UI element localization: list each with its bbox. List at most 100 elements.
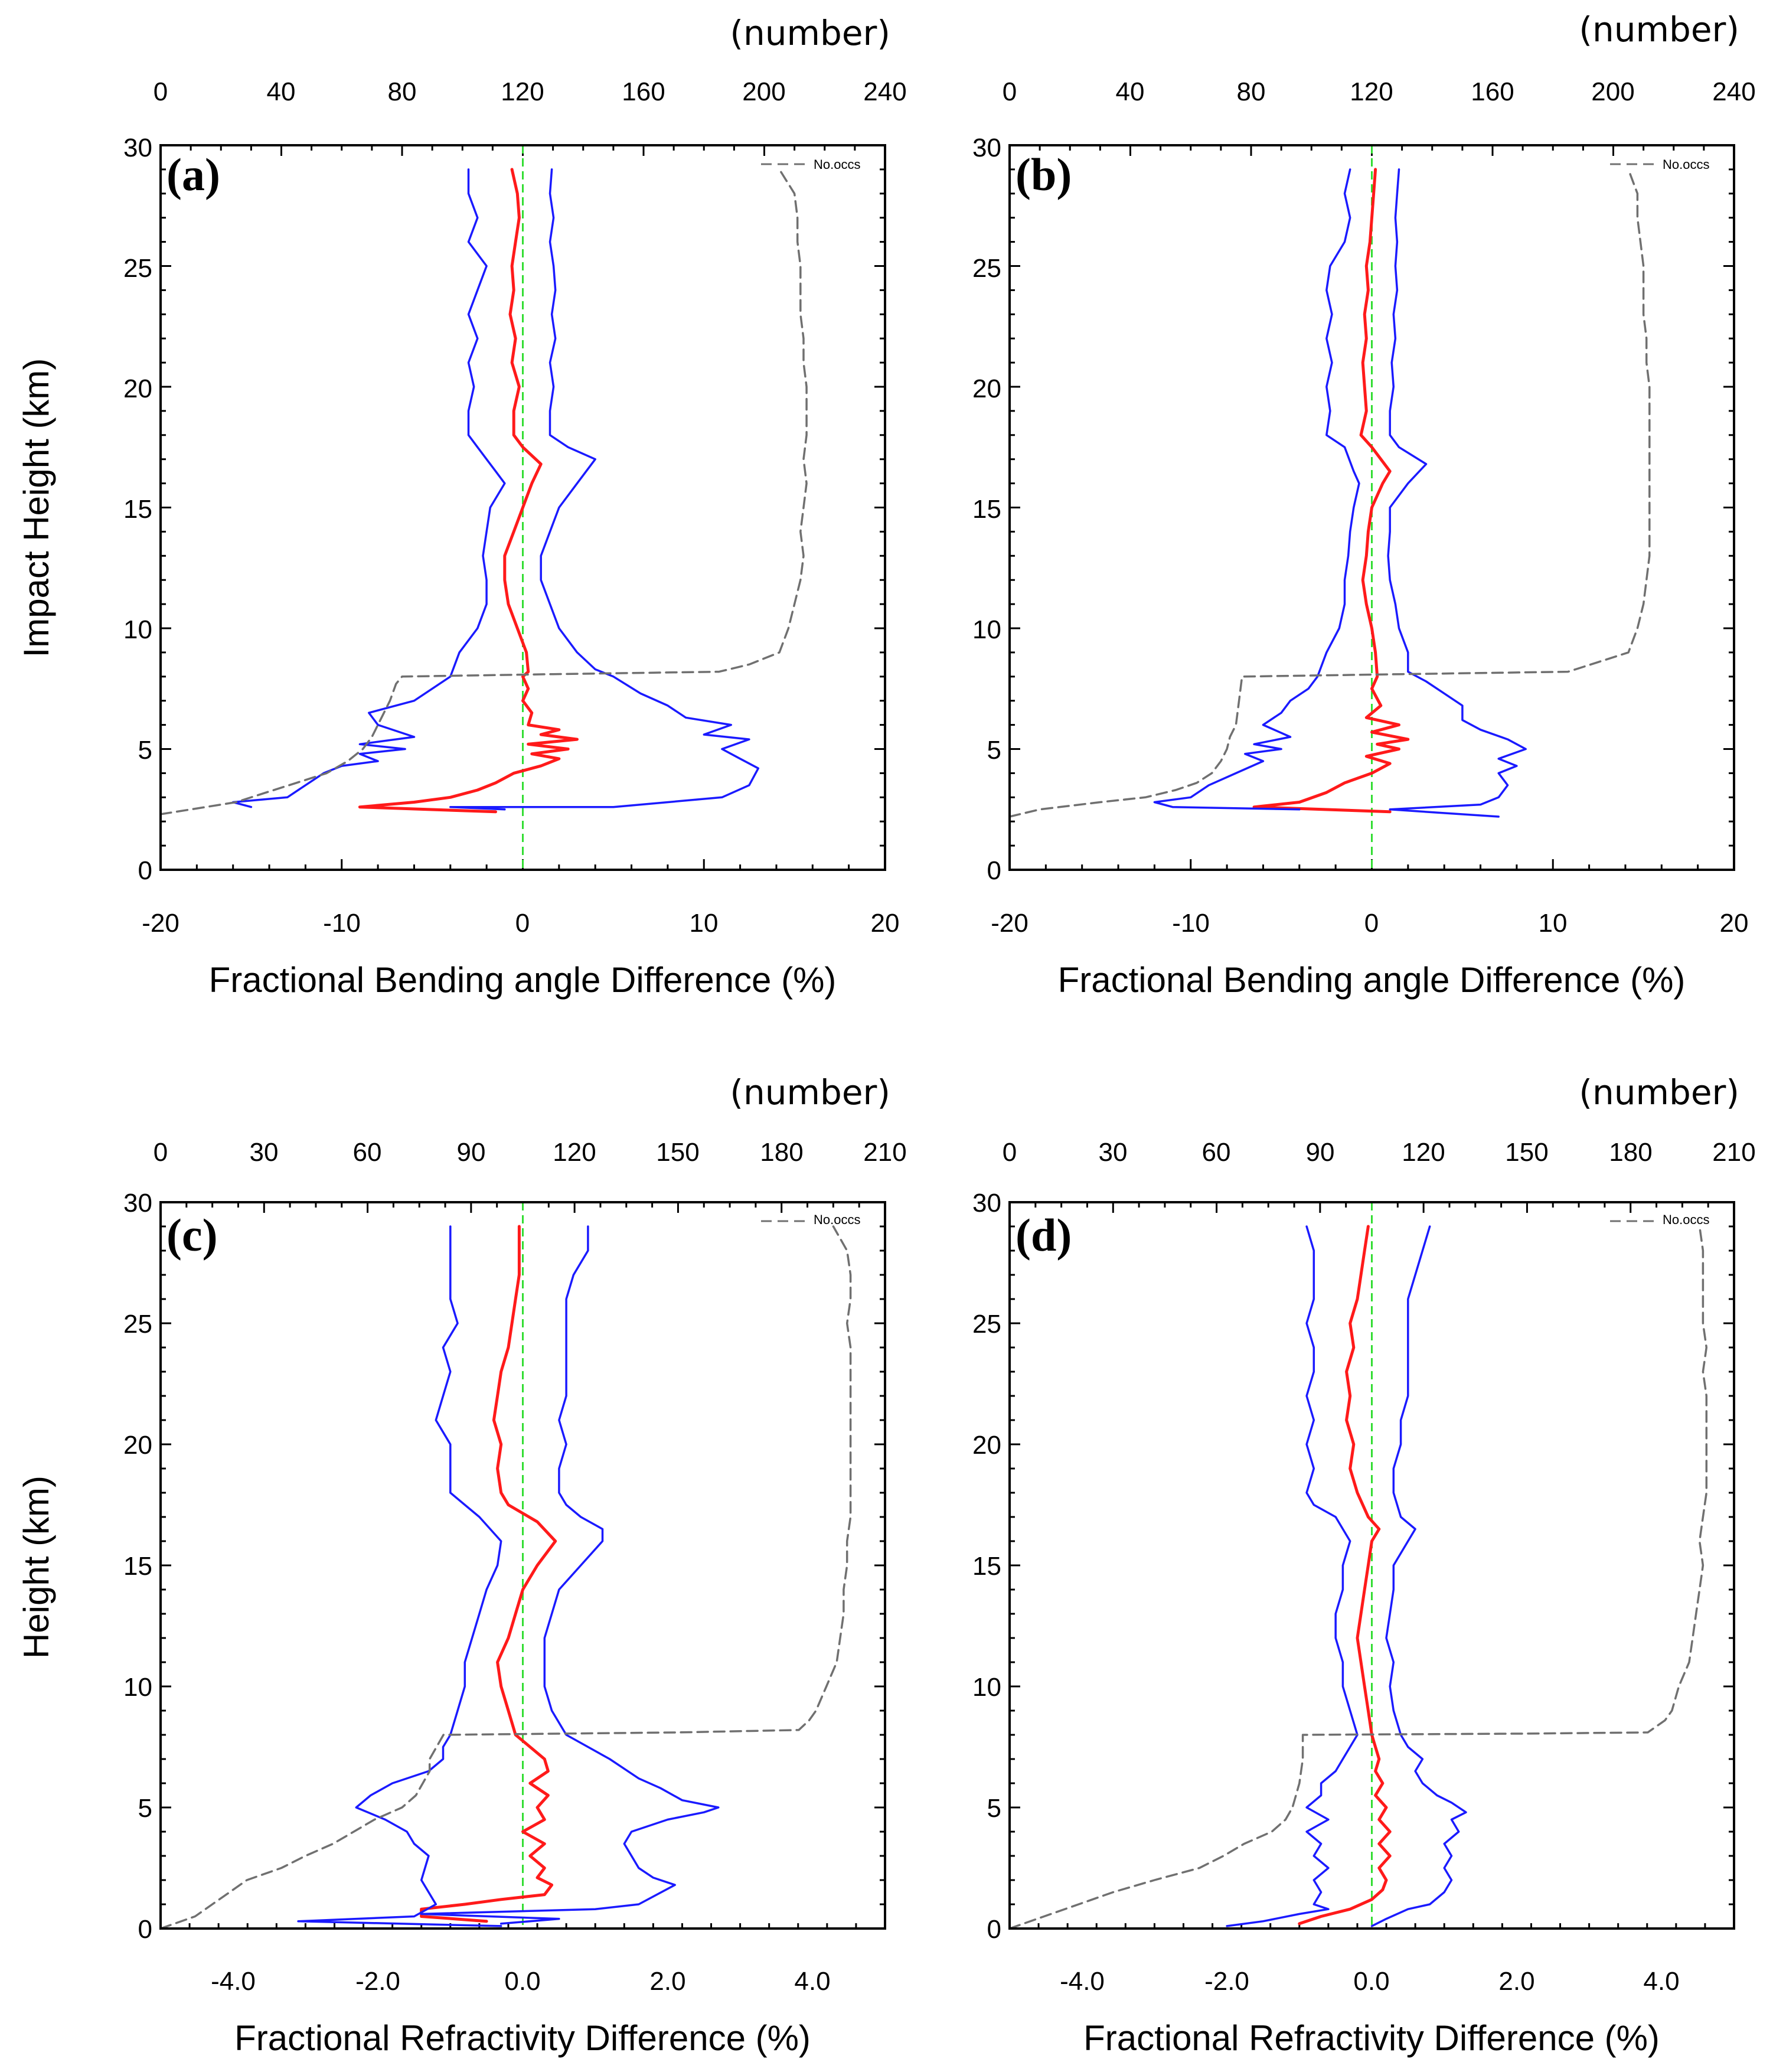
panel-c-x-axis-title: Fractional Refractivity Difference (%) [234,2018,811,2058]
panel-b-y-tick-labels: 0 5 10 15 20 25 30 [972,133,1001,885]
panel-c-top-tick-label: 210 [863,1138,906,1167]
panel-a-y-tick-label: 30 [123,133,152,162]
panel-b-x-axis-title: Fractional Bending angle Difference (%) [1058,960,1686,1000]
panel-a-label: (a) [166,149,220,200]
panel-c-top-tick-labels: 0 30 60 90 120 150 180 210 [154,1138,907,1167]
panel-a-y-tick-label: 20 [123,374,152,403]
panel-a-x-axis-title: Fractional Bending angle Difference (%) [209,960,837,1000]
panel-d-x-tick-label: 0.0 [1353,1967,1389,1996]
panel-c-series-mean [420,1225,557,1923]
panel-a-series-mean [358,168,579,814]
panel-b-top-tick-label: 0 [1003,77,1017,106]
panel-a-x-tick-label: -10 [323,909,361,938]
panel-b-y-tick-label: 25 [972,254,1001,283]
panel-c-x-tick-label: -4.0 [211,1967,256,1996]
panel-b-legend-label: No.occs [1663,157,1709,172]
panel-c-y-tick-label: 10 [123,1673,152,1702]
panel-c-top-tick-label: 30 [250,1138,279,1167]
panel-c-x-tick-labels: -4.0 -2.0 0.0 2.0 4.0 [211,1967,831,1996]
panel-a: (number) 0 40 80 120 160 200 240 0 5 10 … [17,13,907,1000]
panel-b-y-tick-label: 0 [987,856,1001,885]
panel-b-top-axis-title: (number) [1579,9,1739,50]
panel-d-top-tick-label: 150 [1505,1138,1548,1167]
panel-b-y-tick-label: 5 [987,736,1001,765]
panel-d-top-tick-label: 60 [1202,1138,1231,1167]
panel-a-top-tick-label: 160 [622,77,665,106]
panel-d-x-tick-label: -2.0 [1204,1967,1249,1996]
panel-b-x-tick-label: 0 [1364,909,1379,938]
panel-b-x-tick-label: 10 [1539,909,1568,938]
panel-d-y-tick-label: 20 [972,1431,1001,1460]
panel-a-x-tick-label: 10 [690,909,719,938]
panel-a-y-tick-label: 5 [138,736,152,765]
panel-d-y-tick-label: 0 [987,1915,1001,1944]
panel-b-top-tick-label: 160 [1471,77,1514,106]
panel-d-y-tick-label: 25 [972,1310,1001,1339]
panel-a-top-tick-label: 120 [501,77,544,106]
panel-b-series-count [1008,168,1651,818]
panel-b: (number) 0 40 80 120 160 200 240 0 5 10 … [972,9,1756,1000]
panel-b-top-tick-label: 200 [1591,77,1634,106]
panel-d-top-tick-label: 0 [1003,1138,1017,1167]
panel-a-y-tick-label: 15 [123,495,152,524]
panel-b-label: (b) [1016,149,1072,200]
panel-a-top-tick-label: 80 [388,77,417,106]
panel-b-top-tick-label: 240 [1712,77,1755,106]
panel-c-y-tick-label: 15 [123,1552,152,1581]
panel-c-frame [159,1201,886,1930]
panel-d: (number) 0 30 60 90 120 150 180 210 0 5 … [972,1072,1756,2058]
panel-d-top-tick-labels: 0 30 60 90 120 150 180 210 [1003,1138,1756,1167]
panel-c-top-tick-label: 90 [457,1138,486,1167]
panel-b-series-spread-right [1387,168,1527,818]
panel-c: (number) 0 30 60 90 120 150 180 210 0 5 … [17,1072,907,2058]
panel-d-y-tick-label: 30 [972,1189,1001,1218]
panel-d-top-tick-label: 120 [1402,1138,1445,1167]
panel-b-frame [1008,144,1735,871]
panel-d-top-tick-label: 90 [1306,1138,1335,1167]
panel-c-top-axis-title: (number) [730,1072,890,1112]
panel-b-top-tick-label: 120 [1350,77,1393,106]
panel-a-y-tick-label: 25 [123,254,152,283]
panel-a-top-tick-label: 200 [742,77,785,106]
panel-a-y-axis-title: Impact Height (km) [17,358,56,658]
panel-b-x-tick-label: -20 [991,909,1028,938]
panel-b-top-tick-label: 80 [1237,77,1266,106]
panel-d-top-tick-label: 180 [1609,1138,1652,1167]
panel-d-series-spread-right [1370,1225,1467,1927]
panel-a-series-spread-left [231,168,506,808]
panel-d-label: (d) [1016,1209,1072,1261]
panel-c-x-tick-label: 2.0 [649,1967,685,1996]
panel-a-series-spread-right [449,168,760,811]
panel-c-x-tick-label: 0.0 [504,1967,540,1996]
panel-d-x-tick-labels: -4.0 -2.0 0.0 2.0 4.0 [1060,1967,1680,1996]
panel-a-top-tick-labels: 0 40 80 120 160 200 240 [154,77,907,106]
panel-d-x-axis-title: Fractional Refractivity Difference (%) [1083,2018,1660,2058]
panel-c-y-axis-title: Height (km) [17,1476,56,1659]
panel-c-top-tick-label: 120 [553,1138,596,1167]
panel-c-y-tick-label: 30 [123,1189,152,1218]
panel-d-y-tick-label: 15 [972,1552,1001,1581]
panel-c-plot-area [159,1201,886,1930]
panel-d-top-tick-label: 30 [1099,1138,1128,1167]
panel-d-y-tick-labels: 0 5 10 15 20 25 30 [972,1189,1001,1944]
panel-a-x-tick-label: 20 [871,909,900,938]
panel-d-series-mean [1298,1225,1392,1926]
panel-c-y-tick-label: 0 [138,1915,152,1944]
panel-d-plot-area [1008,1201,1735,1930]
panel-c-top-tick-label: 60 [353,1138,382,1167]
panel-c-y-tick-label: 25 [123,1310,152,1339]
panel-c-x-tick-label: 4.0 [794,1967,830,1996]
panel-b-top-tick-labels: 0 40 80 120 160 200 240 [1003,77,1756,106]
panel-d-series-count [1008,1225,1708,1930]
panel-d-top-tick-label: 210 [1712,1138,1755,1167]
panel-a-y-tick-label: 0 [138,856,152,885]
panel-a-y-tick-labels: 0 5 10 15 20 25 30 [123,133,152,885]
panel-a-frame [159,144,886,871]
panel-c-legend-label: No.occs [814,1212,860,1227]
panel-b-x-tick-label: 20 [1720,909,1749,938]
panel-c-y-tick-label: 20 [123,1431,152,1460]
panel-a-top-tick-label: 240 [863,77,906,106]
panel-d-legend-label: No.occs [1663,1212,1709,1227]
panel-b-y-tick-label: 30 [972,133,1001,162]
